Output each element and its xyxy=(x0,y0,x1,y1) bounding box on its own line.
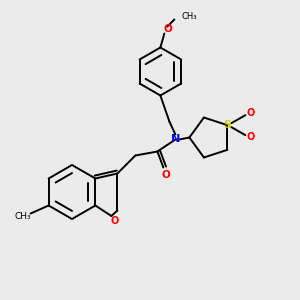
Text: O: O xyxy=(163,23,172,34)
Text: S: S xyxy=(224,120,231,130)
Text: CH₃: CH₃ xyxy=(14,212,31,221)
Text: N: N xyxy=(171,134,180,145)
Text: O: O xyxy=(161,169,170,179)
Text: O: O xyxy=(246,108,254,118)
Text: O: O xyxy=(110,216,118,226)
Text: O: O xyxy=(246,132,254,142)
Text: CH₃: CH₃ xyxy=(182,12,197,21)
